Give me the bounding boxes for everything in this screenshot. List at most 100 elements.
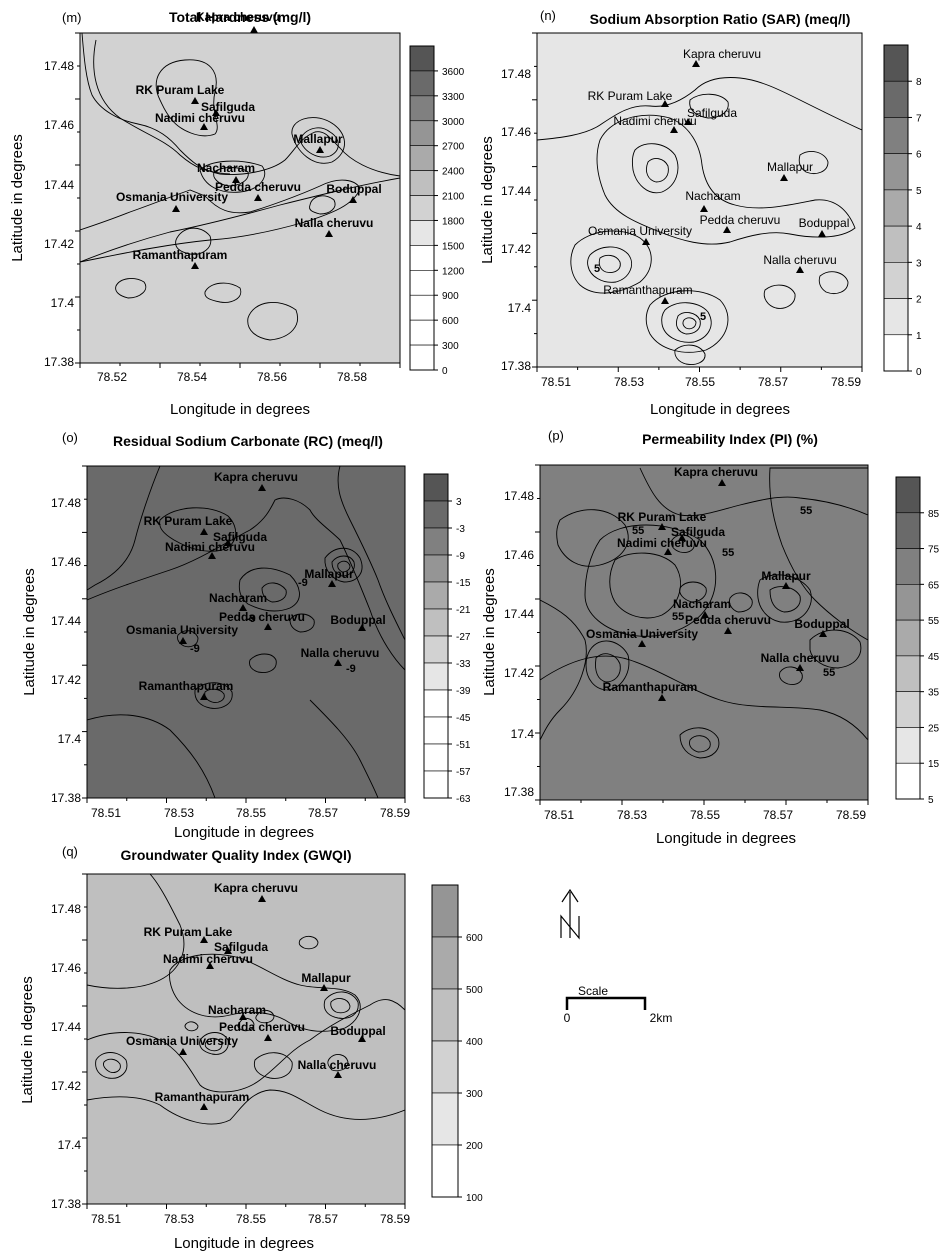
- site-label: Nadimi cheruvu: [165, 540, 255, 554]
- site-label: Boduppal: [326, 182, 381, 196]
- contour-region: [95, 1052, 128, 1079]
- site-mallapur: Mallapur: [304, 567, 354, 587]
- legend-label: 300: [442, 341, 459, 352]
- contour-line: [309, 699, 379, 798]
- legend-label: -21: [456, 605, 471, 616]
- x-tick-label: 78.59: [831, 375, 861, 389]
- site-marker-icon: [250, 26, 258, 33]
- y-tick-label: 17.42: [501, 242, 531, 256]
- contour-region: [337, 560, 351, 573]
- legend-label: -15: [456, 578, 471, 589]
- y-tick-label: 17.44: [501, 184, 531, 198]
- site-label: Mallapur: [767, 160, 813, 174]
- site-label: RK Puram Lake: [144, 514, 233, 528]
- contour-region: [596, 114, 856, 245]
- site-marker-icon: [200, 1103, 208, 1110]
- contour-region: [818, 271, 849, 294]
- site-label: Mallapur: [301, 971, 351, 985]
- legend-frame: [883, 44, 909, 372]
- legend-label: -33: [456, 659, 471, 670]
- legend-swatch: [895, 584, 921, 621]
- legend-swatch: [895, 476, 921, 514]
- legend-swatch: [895, 691, 921, 728]
- legend: 3600330030002700240021001800150012009006…: [409, 45, 465, 377]
- site-markers: Kapra cheruvu RK Puram Lake Safilguda Na…: [126, 470, 386, 700]
- contour-line: [639, 467, 868, 517]
- site-ramanthapuram: Ramanthapuram: [139, 679, 233, 700]
- site-marker-icon: [661, 297, 669, 304]
- contour-region: [587, 246, 632, 283]
- site-label: Nalla cheruvu: [761, 651, 840, 665]
- site-marker-icon: [239, 604, 247, 611]
- legend-label: 55: [928, 616, 940, 627]
- contour-label: 55: [823, 667, 835, 679]
- legend-swatch: [423, 608, 449, 637]
- site-boduppal: Boduppal: [794, 617, 850, 637]
- legend-swatch: [895, 762, 921, 800]
- site-marker-icon: [232, 176, 240, 183]
- contour-region: [327, 1054, 349, 1072]
- site-safilguda: Safilguda: [213, 530, 267, 546]
- y-tick-label: 17.48: [501, 67, 531, 81]
- scale-end-label: 2km: [650, 1011, 673, 1025]
- legend-label: 3: [916, 258, 922, 269]
- site-marker-icon: [780, 174, 788, 181]
- axis-ticks: [535, 464, 540, 801]
- contour-region: [682, 317, 697, 330]
- contour-labels: -9 -9 -9 -9: [190, 577, 356, 675]
- contour-region: [331, 555, 355, 577]
- contour-region: [661, 302, 712, 343]
- contour-region: [115, 278, 147, 299]
- site-nalla-cheruvu: Nalla cheruvu: [295, 216, 373, 237]
- site-marker-icon: [796, 664, 804, 671]
- legend-label: 85: [928, 509, 940, 520]
- x-axis-label: Longitude in degrees: [170, 401, 310, 418]
- site-mallapur: Mallapur: [301, 971, 351, 991]
- legend-label: 600: [466, 933, 483, 944]
- site-pedda-cheruvu: Pedda cheruvu: [685, 613, 771, 634]
- contour-region: [291, 117, 345, 164]
- contour-label: -9: [346, 663, 356, 675]
- legend-swatch: [409, 294, 435, 321]
- axis-ticks: [532, 32, 537, 368]
- site-rk-puram-lake: RK Puram Lake: [588, 89, 673, 107]
- x-tick-labels: 78.51 78.53 78.55 78.57 78.59: [91, 806, 410, 820]
- site-safilguda: Safilguda: [201, 100, 255, 116]
- site-marker-icon: [254, 194, 262, 201]
- contour-region: [689, 93, 729, 119]
- scale-start-label: 0: [564, 1011, 571, 1025]
- site-label: Osmania University: [116, 190, 228, 204]
- y-tick-label: 17.4: [511, 727, 535, 741]
- contour-line: [87, 714, 216, 798]
- site-label: Nacharam: [673, 597, 731, 611]
- legend-swatch: [409, 344, 435, 371]
- panel-title: Residual Sodium Carbonate (RC) (meq/l): [113, 433, 383, 449]
- site-nadimi-cheruvu: Nadimi cheruvu: [165, 540, 255, 559]
- legend-swatch: [423, 581, 449, 610]
- legend-frame: [895, 476, 921, 800]
- contour-region: [729, 592, 753, 613]
- contour-region: [87, 466, 161, 591]
- site-ramanthapuram: Ramanthapuram: [155, 1090, 249, 1110]
- site-label: Pedda cheruvu: [700, 213, 781, 227]
- legend-swatch: [431, 1092, 459, 1146]
- legend-label: -57: [456, 767, 471, 778]
- legend-label: 5: [916, 186, 922, 197]
- x-tick-label: 78.54: [177, 370, 207, 384]
- contour-label: -9: [246, 613, 256, 625]
- contour-region: [679, 581, 707, 603]
- site-nacharam: Nacharam: [673, 597, 731, 618]
- site-osmania-university: Osmania University: [588, 224, 692, 245]
- site-nalla-cheruvu: Nalla cheruvu: [761, 651, 840, 671]
- legend-swatch: [423, 716, 449, 745]
- site-nalla-cheruvu: Nalla cheruvu: [298, 1058, 376, 1078]
- legend-swatch: [409, 170, 435, 196]
- site-marker-icon: [264, 623, 272, 630]
- legend-swatch: [883, 262, 909, 299]
- site-label: Mallapur: [761, 569, 811, 583]
- legend-label: 45: [928, 652, 940, 663]
- site-label: Safilguda: [201, 100, 255, 114]
- y-tick-label: 17.4: [58, 1138, 82, 1152]
- legend-swatch: [409, 319, 435, 346]
- site-nalla-cheruvu: Nalla cheruvu: [763, 253, 837, 273]
